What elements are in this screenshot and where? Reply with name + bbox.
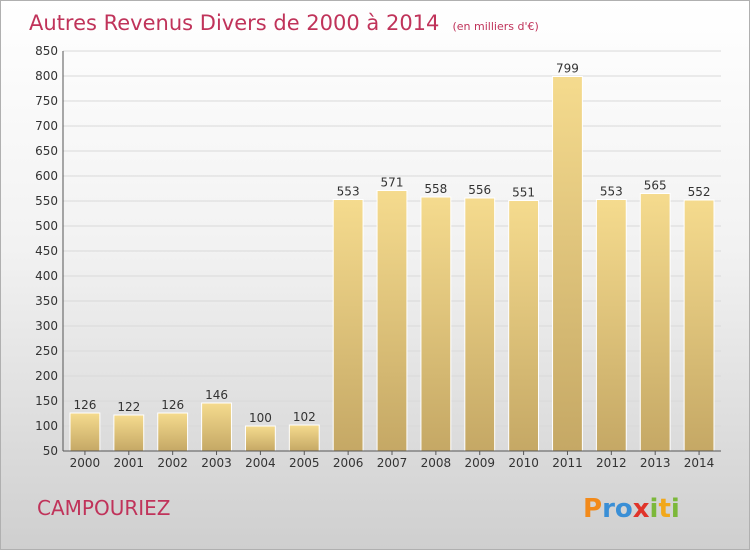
y-tick-label: 350: [35, 294, 58, 308]
value-label: 551: [512, 186, 535, 200]
value-label: 556: [468, 183, 491, 197]
bar: [113, 414, 145, 452]
value-label: 558: [424, 182, 447, 196]
chart-subtitle: (en milliers d'€): [453, 20, 539, 33]
value-label: 126: [73, 398, 96, 412]
y-tick-label: 500: [35, 219, 58, 233]
y-tick-label: 850: [35, 44, 58, 58]
bar: [639, 193, 671, 452]
value-label: 553: [600, 185, 623, 199]
y-axis: 50 100 150 200 250 300 350 400 450 500 550 600 650 70…: [35, 44, 64, 458]
y-tick-label: 50: [43, 444, 58, 458]
y-tick-label: 700: [35, 119, 58, 133]
y-tick-label: 200: [35, 369, 58, 383]
x-tick-label: 2010: [508, 456, 539, 470]
x-tick-label: 2009: [464, 456, 495, 470]
bars: 126 122 126 146 100 102 553 571 558 556 551 799 553 5…: [69, 62, 715, 452]
logo-text: Proxiti: [583, 494, 680, 524]
bar: [201, 402, 232, 452]
x-tick-label: 2003: [201, 456, 232, 470]
y-tick-label: 300: [35, 319, 58, 333]
bar: [376, 190, 408, 452]
chart-title: Autres Revenus Divers de 2000 à 2014 (en…: [29, 11, 539, 35]
bar: [508, 200, 540, 452]
bar: [595, 199, 627, 452]
place-name: CAMPOURIEZ: [37, 496, 170, 520]
value-label: 565: [644, 179, 667, 193]
bar: [288, 424, 320, 452]
proxiti-logo: Proxiti: [583, 494, 680, 524]
y-tick-label: 650: [35, 144, 58, 158]
bar: [332, 199, 364, 452]
x-tick-label: 2012: [596, 456, 627, 470]
value-label: 553: [337, 185, 360, 199]
value-label: 146: [205, 388, 228, 402]
y-tick-label: 800: [35, 69, 58, 83]
y-tick-label: 250: [35, 344, 58, 358]
x-tick-label: 2014: [684, 456, 715, 470]
bar: [420, 196, 452, 452]
x-tick-label: 2001: [114, 456, 145, 470]
x-tick-label: 2004: [245, 456, 276, 470]
bar: [464, 197, 496, 452]
y-tick-label: 100: [35, 419, 58, 433]
value-label: 102: [293, 410, 316, 424]
x-tick-label: 2000: [70, 456, 101, 470]
x-tick-label: 2013: [640, 456, 671, 470]
x-axis: 2000 2001 2002 2003 2004 2005 2006 2007 2008 2009…: [63, 450, 721, 470]
value-label: 799: [556, 62, 579, 76]
bar: [683, 199, 715, 452]
x-tick-label: 2011: [552, 456, 583, 470]
y-tick-label: 450: [35, 244, 58, 258]
y-tick-label: 150: [35, 394, 58, 408]
y-tick-label: 550: [35, 194, 58, 208]
x-tick-label: 2005: [289, 456, 320, 470]
y-tick-label: 600: [35, 169, 58, 183]
value-label: 571: [381, 176, 404, 190]
chart-title-text: Autres Revenus Divers de 2000 à 2014: [29, 11, 439, 35]
bar: [244, 425, 276, 452]
value-label: 552: [688, 185, 711, 199]
x-tick-label: 2006: [333, 456, 364, 470]
bar: [157, 412, 189, 452]
x-tick-label: 2002: [157, 456, 188, 470]
value-label: 122: [117, 400, 140, 414]
bar: [69, 412, 101, 452]
y-tick-label: 750: [35, 94, 58, 108]
y-tick-label: 400: [35, 269, 58, 283]
x-tick-label: 2008: [421, 456, 452, 470]
value-label: 100: [249, 411, 272, 425]
x-tick-label: 2007: [377, 456, 408, 470]
bar: [552, 76, 583, 452]
value-label: 126: [161, 398, 184, 412]
